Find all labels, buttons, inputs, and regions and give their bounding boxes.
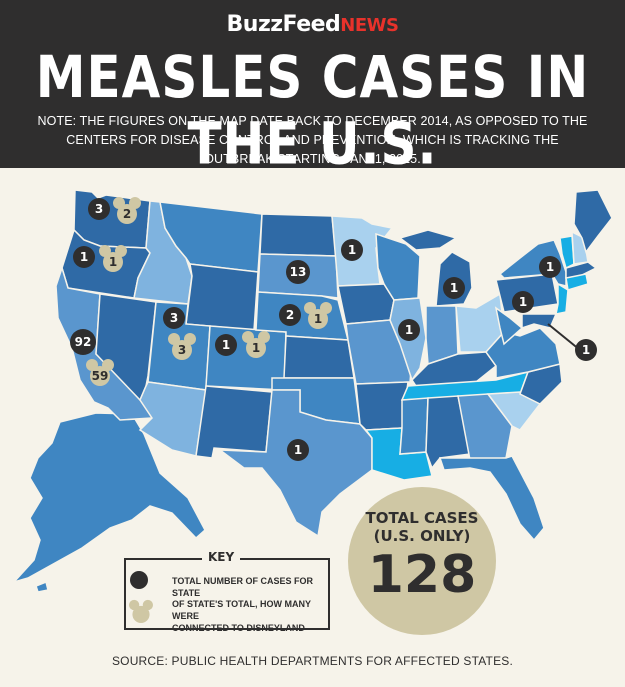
marker-washington-total: 3: [88, 198, 110, 220]
total-cases-value: 128: [367, 545, 477, 605]
marker-michigan-total: 1: [443, 277, 465, 299]
marker-oregon-disneyland-value: 1: [109, 255, 117, 269]
marker-utah-disneyland-value: 3: [178, 343, 186, 357]
key-mouse-label-line1: OF STATE'S TOTAL, HOW MANY WERE: [172, 599, 311, 621]
state-maryland: [521, 313, 558, 330]
total-cases-badge: TOTAL CASES (U.S. ONLY) 128: [348, 487, 496, 635]
marker-california-disneyland: 59: [86, 359, 114, 386]
state-massachusetts: [565, 261, 598, 279]
marker-washington-total-value: 3: [95, 202, 103, 216]
marker-south-dakota-total: 13: [286, 260, 310, 284]
state-florida: [438, 455, 545, 542]
marker-nebraska-disneyland-value: 1: [314, 312, 322, 326]
state-alaska: [11, 412, 206, 584]
key-title: KEY: [202, 550, 241, 564]
marker-texas-total-value: 1: [294, 443, 302, 457]
state-south-carolina: [486, 391, 542, 431]
marker-colorado-disneyland: 1: [242, 331, 270, 358]
total-cases-label: TOTAL CASES (U.S. ONLY): [348, 509, 496, 545]
key-mouse-label: OF STATE'S TOTAL, HOW MANY WERE CONNECTE…: [172, 598, 328, 634]
marker-pennsylvania-total: 1: [512, 291, 534, 313]
state-new-mexico: [195, 385, 273, 459]
state-wyoming: [185, 263, 259, 331]
map-key: KEY TOTAL NUMBER OF CASES FOR STATE OF S…: [124, 550, 330, 633]
marker-michigan-total-value: 1: [450, 281, 458, 295]
delaware-pointer-line: [547, 323, 581, 351]
marker-utah-total: 3: [163, 307, 185, 329]
brand-logo: BuzzFeedNEWS: [0, 12, 625, 37]
state-arizona: [138, 381, 207, 457]
state-michigan-upper: [398, 229, 458, 251]
source-note: SOURCE: PUBLIC HEALTH DEPARTMENTS FOR AF…: [111, 654, 514, 668]
marker-oregon-disneyland: 1: [99, 245, 127, 272]
total-dot-icon: [130, 571, 148, 589]
marker-new-york-total-value: 1: [546, 260, 554, 274]
state-west-virginia: [494, 306, 524, 346]
key-dot-label: TOTAL NUMBER OF CASES FOR STATE: [172, 576, 314, 598]
state-maine: [573, 189, 613, 254]
state-vermont: [559, 235, 575, 270]
marker-colorado-total-value: 1: [222, 338, 230, 352]
brand-name: BuzzFeed: [226, 12, 341, 37]
marker-south-dakota-total-value: 13: [290, 265, 307, 279]
marker-oregon-total: 1: [73, 246, 95, 268]
marker-washington-disneyland-value: 2: [123, 207, 131, 221]
marker-pennsylvania-total-value: 1: [519, 295, 527, 309]
page-title: MEASLES CASES IN THE U.S.: [35, 44, 590, 178]
state-kansas: [283, 335, 355, 379]
marker-utah-total-value: 3: [170, 311, 178, 325]
state-georgia: [457, 393, 513, 461]
marker-nebraska-disneyland: 1: [304, 302, 332, 329]
state-texas: [217, 389, 373, 538]
marker-minnesota-total-value: 1: [348, 243, 356, 257]
marker-texas-total: 1: [287, 439, 309, 461]
marker-california-disneyland-value: 59: [92, 369, 109, 383]
marker-washington-disneyland: 2: [113, 197, 141, 224]
marker-illinois-total: 1: [398, 319, 420, 341]
state-north-dakota: [259, 213, 337, 257]
state-arkansas: [355, 381, 409, 431]
note-text: NOTE: THE FIGURES ON THE MAP DATE BACK T…: [37, 114, 588, 166]
marker-nebraska-total: 2: [279, 304, 301, 326]
header: BuzzFeedNEWS MEASLES CASES IN THE U.S. N…: [0, 0, 625, 177]
brand-accent: NEWS: [340, 15, 399, 36]
marker-nebraska-total-value: 2: [286, 308, 294, 322]
state-connecticut: [565, 273, 589, 291]
marker-new-york-total: 1: [539, 256, 561, 278]
state-mississippi: [399, 397, 429, 455]
marker-oregon-total-value: 1: [80, 250, 88, 264]
total-cases-label-line1: TOTAL CASES: [365, 509, 479, 527]
state-iowa: [337, 283, 395, 325]
mouse-ears-icon: [129, 599, 153, 623]
marker-delaware-total-value: 1: [582, 343, 590, 357]
state-hawaii-island: [35, 580, 49, 593]
marker-california-total: 92: [70, 329, 96, 355]
total-cases-label-line2: (U.S. ONLY): [373, 527, 471, 545]
marker-colorado-total: 1: [215, 334, 237, 356]
us-map: 3 2 1 1 92 59 3 3 1 1 2: [11, 189, 613, 593]
marker-delaware-total: 1: [575, 339, 597, 361]
key-mouse-label-line2: CONNECTED TO DISNEYLAND: [172, 623, 305, 633]
marker-illinois-total-value: 1: [405, 323, 413, 337]
marker-utah-disneyland: 3: [168, 333, 196, 360]
marker-colorado-disneyland-value: 1: [252, 341, 260, 355]
marker-california-total-value: 92: [75, 335, 92, 349]
state-north-carolina: [519, 363, 563, 405]
marker-minnesota-total: 1: [341, 239, 363, 261]
state-new-jersey: [555, 282, 569, 315]
